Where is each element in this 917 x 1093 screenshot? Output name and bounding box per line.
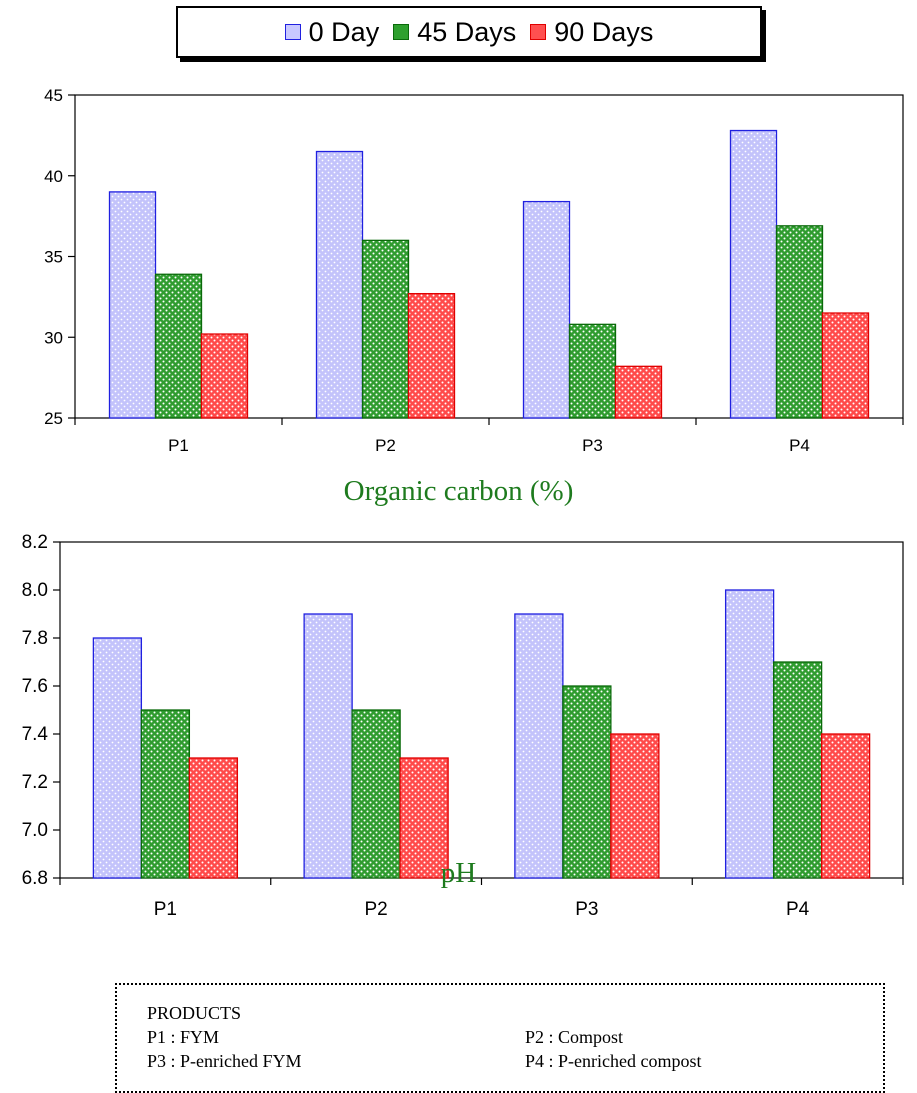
ph-caption: pH: [440, 857, 477, 889]
x-tick-label-p3: P3: [582, 436, 603, 455]
legend-item-0-day: 0 Day: [284, 16, 380, 48]
y-tick-label: 8.2: [22, 532, 48, 553]
x-tick-label-p2: P2: [375, 436, 396, 455]
bar-p3-90-days: [610, 733, 660, 879]
y-tick-label: 7.2: [22, 772, 48, 793]
organic-carbon-chart: 25 30 35 40 45 P1 P2 P3 P4: [44, 86, 904, 455]
x-tick-label-p2: P2: [365, 899, 388, 920]
bar-p1-45-days: [154, 273, 203, 419]
bar-p2-90-days: [399, 757, 449, 879]
legend: 0 Day 45 Days 90 Days: [176, 6, 762, 58]
bar-p4-0-day: [729, 129, 778, 419]
y-tick-label: 40: [44, 167, 63, 186]
x-tick-label-p1: P1: [154, 899, 177, 920]
y-tick-label: 30: [44, 328, 63, 347]
y-tick-label: 45: [44, 86, 63, 105]
bar-p2-45-days: [361, 239, 410, 419]
bar-p2-0-day: [315, 150, 364, 419]
x-tick-label-p4: P4: [789, 436, 810, 455]
x-tick-label-p3: P3: [575, 899, 598, 920]
bar-p2-0-day: [303, 613, 353, 879]
product-p2: P2 : Compost: [525, 1027, 624, 1047]
legend-label-45-days: 45 Days: [417, 16, 517, 47]
legend-swatch-90-days: [530, 24, 547, 40]
bar-p3-90-days: [614, 365, 663, 419]
bar-p2-90-days: [407, 292, 456, 419]
x-tick-label-p1: P1: [168, 436, 189, 455]
bar-p3-45-days: [562, 685, 612, 879]
legend-label-90-days: 90 Days: [554, 16, 654, 47]
y-tick-label: 7.8: [22, 628, 48, 649]
product-p3: P3 : P-enriched FYM: [147, 1051, 302, 1071]
y-tick-label: 35: [44, 248, 63, 267]
bar-p2-45-days: [351, 709, 401, 879]
legend-item-90-days: 90 Days: [530, 17, 653, 48]
bar-p3-0-day: [514, 613, 564, 879]
ph-chart: 6.8 7.0 7.2 7.4 7.6 7.8 8.0 8.2 P1 P2 P3 P4: [22, 532, 904, 920]
product-p4: P4 : P-enriched compost: [525, 1051, 702, 1071]
bar-p1-90-days: [188, 757, 239, 879]
bar-p1-0-day: [108, 191, 157, 419]
products-title: PRODUCTS: [147, 1003, 242, 1023]
y-tick-label: 7.0: [22, 820, 48, 841]
bar-p3-0-day: [522, 200, 571, 419]
bar-p1-45-days: [140, 709, 191, 879]
bar-p1-90-days: [200, 333, 249, 419]
x-tick-label-p4: P4: [786, 899, 810, 920]
legend-label-0-day: 0 Day: [308, 16, 380, 47]
bar-p1-0-day: [92, 637, 143, 879]
y-tick-label: 7.6: [22, 676, 48, 697]
y-tick-label: 25: [44, 409, 63, 428]
products-box: PRODUCTS P1 : FYM P2 : Compost P3 : P-en…: [115, 983, 885, 1093]
bar-p4-90-days: [820, 733, 871, 879]
organic-carbon-caption: Organic carbon (%): [343, 475, 574, 507]
bar-p4-90-days: [821, 312, 870, 419]
legend-item-45-days: 45 Days: [393, 17, 516, 48]
legend-swatch-0-day: [284, 24, 301, 40]
y-tick-label: 8.0: [22, 580, 48, 601]
product-p1: P1 : FYM: [147, 1027, 220, 1047]
bar-p4-0-day: [724, 589, 775, 879]
y-tick-label: 6.8: [22, 868, 48, 889]
legend-swatch-45-days: [393, 24, 410, 40]
bar-p4-45-days: [772, 661, 823, 879]
y-tick-label: 7.4: [22, 724, 49, 745]
bar-p3-45-days: [568, 323, 617, 419]
